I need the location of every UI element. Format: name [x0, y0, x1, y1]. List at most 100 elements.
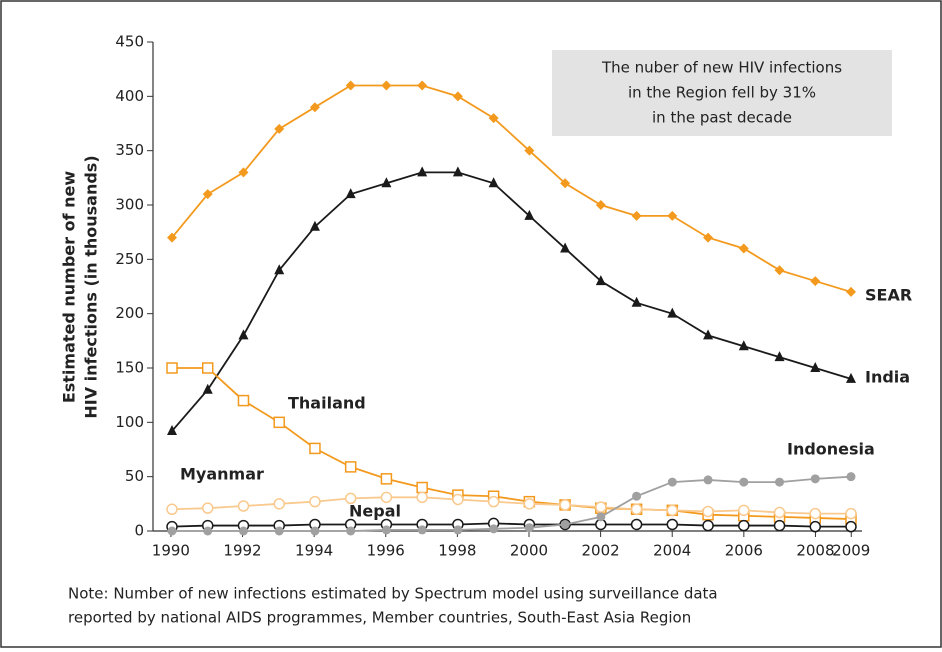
x-tick-label: 1998: [438, 542, 476, 560]
marker: [237, 500, 250, 512]
marker: [846, 286, 856, 297]
y-tick-label: 250: [115, 250, 144, 268]
marker: [703, 475, 713, 485]
marker: [166, 362, 178, 374]
marker: [274, 264, 285, 275]
marker: [810, 362, 821, 372]
marker: [810, 276, 821, 287]
marker: [739, 477, 749, 487]
series-line: [171, 84, 852, 293]
series-label: Nepal: [349, 502, 401, 521]
marker: [310, 526, 320, 536]
marker: [346, 526, 356, 536]
marker: [452, 166, 463, 177]
marker: [559, 499, 571, 511]
x-tick-label: 1990: [152, 542, 190, 560]
marker: [273, 498, 285, 510]
marker: [846, 472, 856, 482]
y-tick-label: 50: [125, 467, 144, 485]
marker: [631, 210, 642, 221]
series-line: [172, 367, 852, 520]
marker: [488, 113, 499, 124]
marker: [489, 524, 499, 534]
marker: [416, 491, 428, 504]
annotation: The nuber of new HIV infections: [601, 59, 842, 77]
x-tick-label: 1996: [367, 542, 405, 560]
marker: [630, 518, 643, 531]
marker: [810, 474, 820, 484]
marker: [273, 416, 285, 429]
marker: [309, 495, 321, 508]
marker: [630, 503, 643, 516]
y-axis-label: HIV infections (in thousands): [82, 155, 101, 418]
marker: [381, 177, 392, 188]
marker: [809, 520, 822, 533]
marker: [237, 394, 250, 407]
x-tick-label: 2000: [510, 542, 548, 560]
x-tick-label: 1992: [223, 542, 261, 560]
series-line: [171, 496, 851, 515]
marker: [560, 178, 571, 189]
series-label: Myanmar: [180, 465, 264, 484]
marker: [381, 80, 392, 91]
series-label: SEAR: [865, 286, 912, 305]
marker: [344, 461, 357, 473]
x-tick-label: 2006: [725, 542, 763, 560]
marker: [667, 477, 677, 487]
marker: [845, 507, 857, 520]
series-label: Thailand: [288, 394, 366, 413]
marker: [380, 473, 393, 485]
marker: [738, 504, 750, 517]
marker: [417, 80, 428, 91]
x-tick-label: 2004: [653, 542, 691, 560]
x-tick-label: 1994: [295, 542, 333, 560]
marker: [344, 492, 357, 505]
marker: [203, 526, 213, 536]
series-line: [171, 171, 852, 432]
note: reported by national AIDS programmes, Me…: [68, 609, 691, 627]
marker: [201, 362, 214, 374]
marker: [309, 102, 320, 113]
y-tick-label: 300: [115, 196, 144, 214]
marker: [381, 525, 391, 535]
series-label: Indonesia: [787, 440, 875, 459]
y-tick-label: 100: [115, 413, 144, 431]
marker: [738, 340, 749, 351]
marker: [417, 525, 427, 535]
annotation-box: [552, 50, 892, 136]
annotation: in the past decade: [652, 109, 792, 127]
marker: [703, 329, 714, 340]
marker: [416, 481, 428, 494]
marker: [595, 200, 606, 210]
marker: [775, 477, 785, 487]
marker: [166, 503, 178, 516]
marker: [774, 265, 785, 276]
marker: [167, 232, 177, 243]
y-axis-label: Estimated number of new: [60, 171, 79, 404]
marker: [524, 145, 535, 156]
marker: [309, 220, 320, 231]
marker: [773, 519, 786, 532]
marker: [202, 383, 213, 394]
marker: [667, 307, 678, 318]
marker: [167, 425, 177, 436]
marker: [452, 493, 464, 506]
y-tick-label: 450: [115, 33, 144, 51]
marker: [380, 491, 393, 504]
marker: [560, 519, 570, 529]
series-line: [172, 475, 852, 532]
y-tick-label: 400: [115, 87, 144, 105]
marker: [738, 519, 750, 532]
marker: [238, 526, 248, 536]
y-tick-label: 200: [115, 304, 144, 322]
marker: [596, 512, 606, 522]
marker: [809, 507, 822, 520]
marker: [524, 209, 535, 220]
marker: [560, 242, 571, 253]
annotation: in the Region fell by 31%: [628, 84, 816, 102]
marker: [702, 505, 714, 518]
marker: [453, 525, 463, 535]
marker: [345, 188, 356, 199]
marker: [452, 91, 463, 102]
